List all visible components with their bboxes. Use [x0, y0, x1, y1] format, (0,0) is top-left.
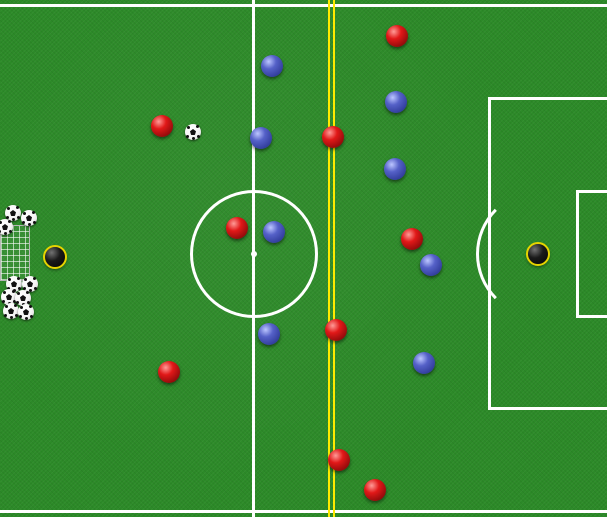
red-player[interactable]: [364, 479, 386, 501]
blue-player[interactable]: [420, 254, 442, 276]
soccer-ball[interactable]: [185, 124, 201, 140]
blue-player[interactable]: [258, 323, 280, 345]
blue-player[interactable]: [384, 158, 406, 180]
center-spot: [251, 251, 257, 257]
blue-player[interactable]: [263, 221, 285, 243]
red-player[interactable]: [158, 361, 180, 383]
red-player[interactable]: [322, 126, 344, 148]
bottom-touchline: [0, 510, 607, 513]
red-player[interactable]: [325, 319, 347, 341]
blue-player[interactable]: [250, 127, 272, 149]
blue-player[interactable]: [413, 352, 435, 374]
blue-player[interactable]: [385, 91, 407, 113]
goalkeeper[interactable]: [44, 246, 66, 268]
goalkeeper[interactable]: [527, 243, 549, 265]
red-player[interactable]: [328, 449, 350, 471]
soccer-ball[interactable]: [21, 210, 37, 226]
soccer-ball[interactable]: [3, 303, 19, 319]
red-player[interactable]: [401, 228, 423, 250]
offside-line-b: [333, 0, 335, 517]
offside-line-a: [328, 0, 330, 517]
top-touchline: [0, 4, 607, 7]
red-player[interactable]: [386, 25, 408, 47]
soccer-pitch[interactable]: [0, 0, 607, 517]
blue-player[interactable]: [261, 55, 283, 77]
soccer-ball[interactable]: [18, 304, 34, 320]
six-yard-box: [576, 190, 607, 318]
red-player[interactable]: [226, 217, 248, 239]
red-player[interactable]: [151, 115, 173, 137]
